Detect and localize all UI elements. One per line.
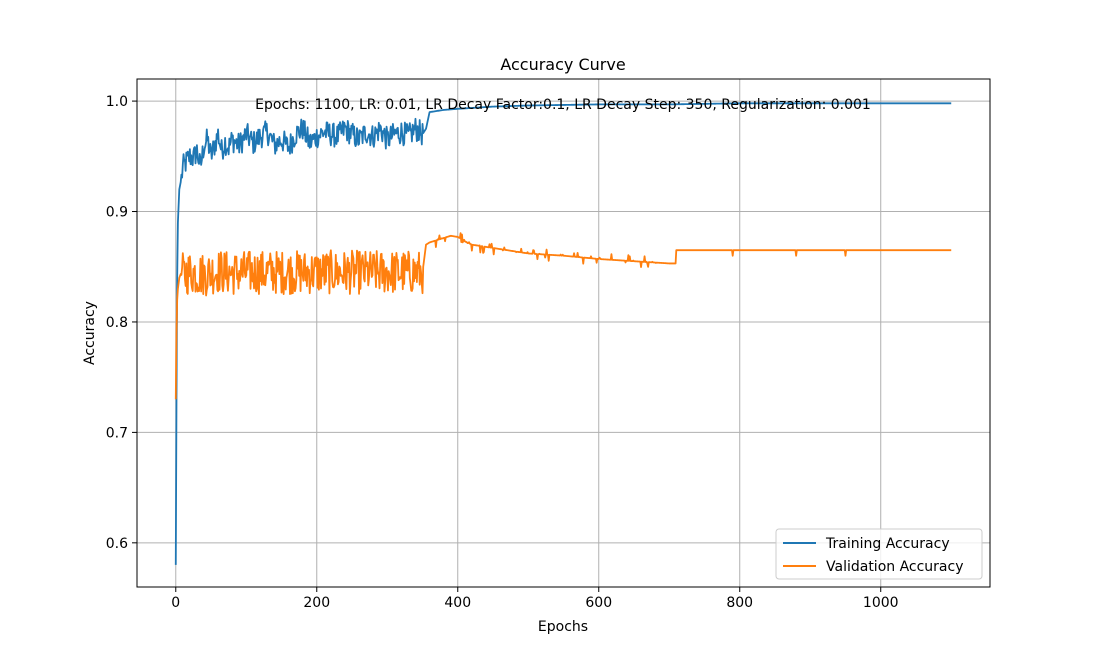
chart-annotation: Epochs: 1100, LR: 0.01, LR Decay Factor:… xyxy=(255,97,871,113)
plot-frame xyxy=(136,78,991,588)
x-tick-label: 200 xyxy=(303,595,330,611)
x-tick-label: 800 xyxy=(726,595,753,611)
legend-label-training: Training Accuracy xyxy=(825,536,950,552)
validation-accuracy-line xyxy=(174,232,952,400)
y-axis-ticks: 0.6 0.7 0.8 0.9 1.0 xyxy=(106,94,137,552)
series-lines xyxy=(174,102,952,565)
legend-label-validation: Validation Accuracy xyxy=(826,559,964,575)
x-tick-label: 600 xyxy=(585,595,612,611)
y-tick-label: 0.7 xyxy=(106,425,128,441)
x-tick-label: 0 xyxy=(171,595,180,611)
legend-box xyxy=(775,528,983,580)
y-tick-label: 0.9 xyxy=(106,205,128,221)
y-axis-label: Accuracy xyxy=(82,301,98,365)
x-axis-ticks: 0 200 400 600 800 1000 xyxy=(171,587,899,611)
y-tick-label: 0.6 xyxy=(106,536,128,552)
x-tick-label: 400 xyxy=(444,595,471,611)
chart-title: Accuracy Curve xyxy=(500,55,625,74)
training-accuracy-line xyxy=(174,102,952,565)
y-tick-label: 1.0 xyxy=(106,94,128,110)
legend: Training Accuracy Validation Accuracy xyxy=(775,528,983,580)
x-axis-label: Epochs xyxy=(538,619,588,635)
x-tick-label: 1000 xyxy=(863,595,899,611)
y-tick-label: 0.8 xyxy=(106,315,128,331)
